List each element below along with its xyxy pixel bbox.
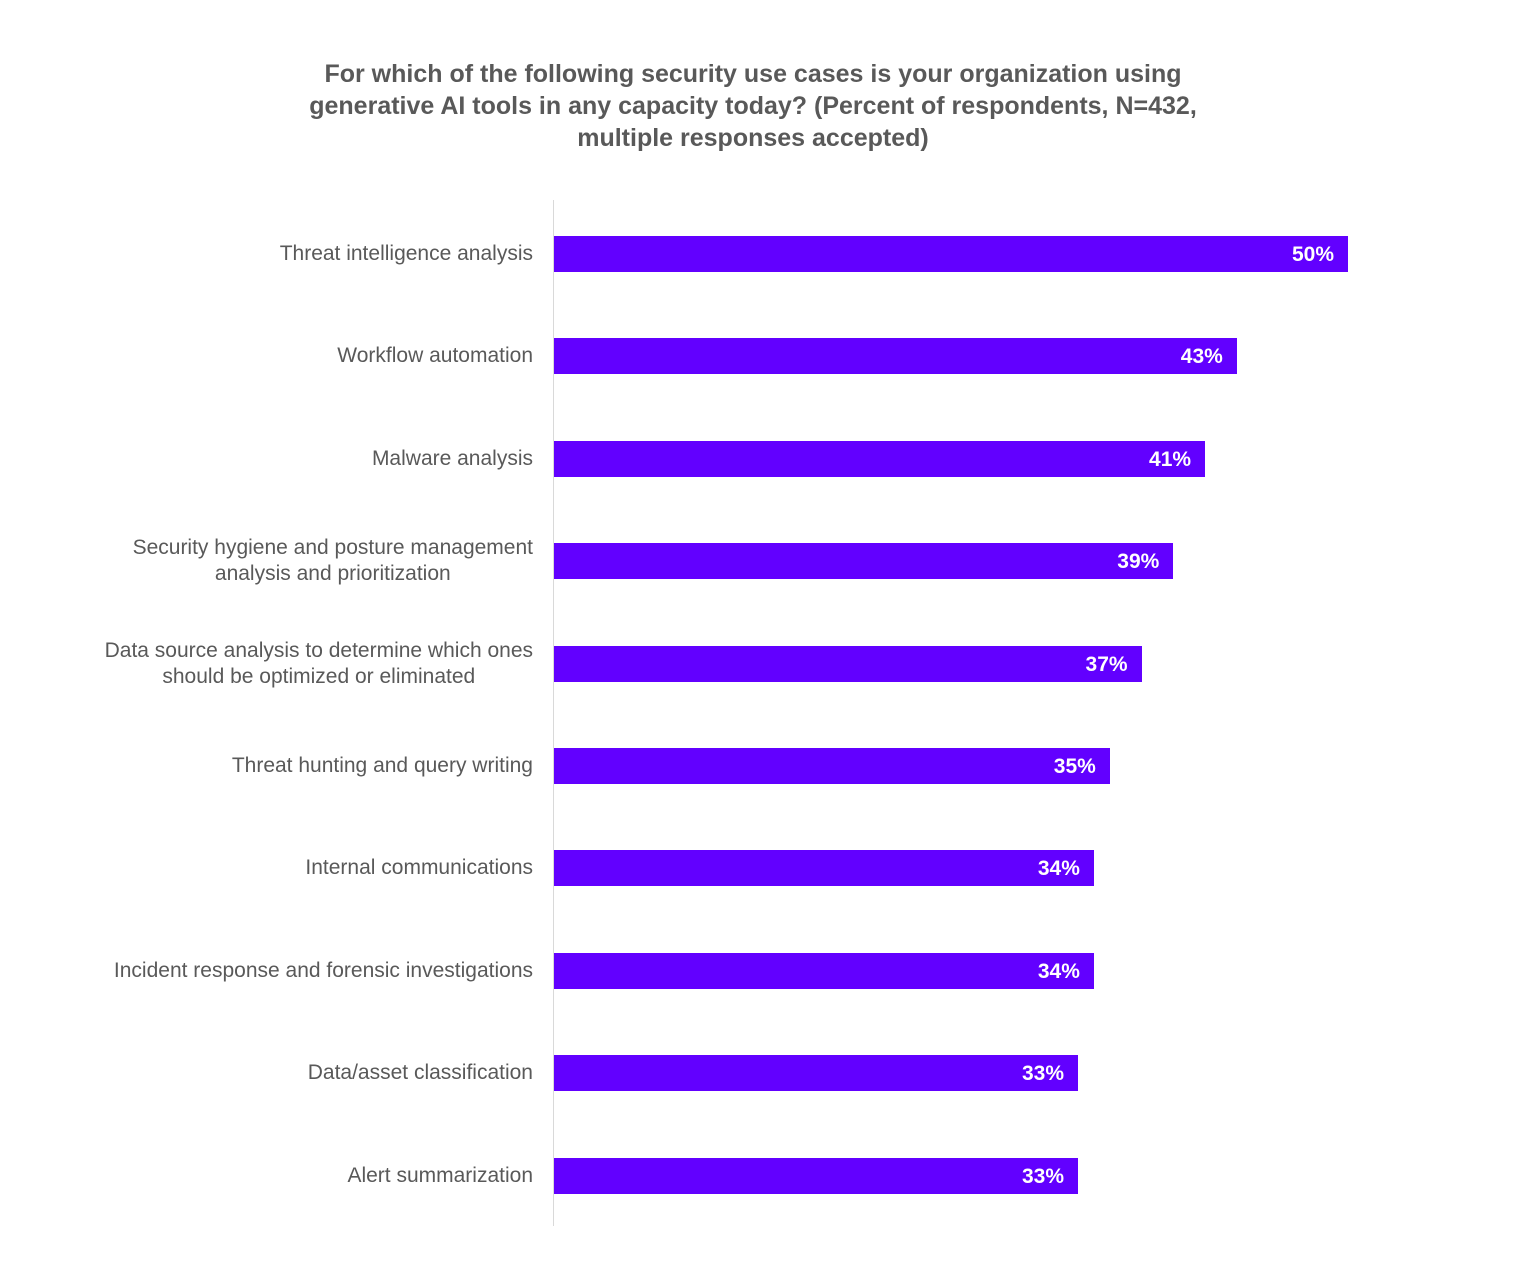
category-label: Malware analysis — [372, 446, 533, 472]
bar-row: Malware analysis 41% — [0, 440, 1536, 477]
bar-row: Threat hunting and query writing 35% — [0, 748, 1536, 784]
bar-row: Data/asset classification 33% — [0, 1055, 1536, 1092]
value-label: 43% — [1180, 345, 1223, 369]
category-label: Incident response and forensic investiga… — [114, 958, 533, 984]
category-label: Internal communications — [305, 855, 533, 881]
chart-title-line: generative AI tools in any capacity toda… — [309, 92, 1197, 120]
bar-row: Threat intelligence analysis 50% — [0, 236, 1536, 272]
bar-row: Data source analysis to determine which … — [0, 639, 1536, 688]
category-label-line: Data source analysis to determine which … — [104, 638, 533, 662]
bar-row: Alert summarization 33% — [0, 1157, 1536, 1194]
category-label-line: Security hygiene and posture management — [132, 536, 533, 560]
bar-row: Security hygiene and posture management a… — [0, 536, 1536, 585]
category-label: Data source analysis to determine which … — [105, 638, 533, 690]
category-label: Alert summarization — [347, 1163, 533, 1189]
bar: 34% — [554, 952, 1094, 989]
value-label: 33% — [1022, 1164, 1065, 1188]
chart-title: For which of the following security use … — [0, 58, 1506, 154]
category-label: Data/asset classification — [308, 1060, 533, 1086]
category-label-line: should be optimized or eliminated — [162, 664, 476, 688]
value-label: 33% — [1022, 1062, 1065, 1086]
category-label: Threat hunting and query writing — [232, 753, 533, 779]
category-label-line: Data/asset classification — [307, 1061, 533, 1085]
bar: 35% — [554, 748, 1110, 784]
value-label: 37% — [1085, 652, 1128, 676]
category-label: Threat intelligence analysis — [280, 241, 533, 267]
bar: 34% — [554, 850, 1094, 887]
bar: 33% — [554, 1157, 1079, 1194]
category-label-line: Malware analysis — [371, 446, 533, 470]
category-label-line: Incident response and forensic investiga… — [113, 958, 533, 982]
category-label-line: Threat intelligence analysis — [279, 242, 533, 265]
value-label: 39% — [1117, 550, 1160, 574]
category-label-line: analysis and prioritization — [214, 562, 451, 586]
bar: 33% — [554, 1055, 1079, 1092]
bar-row: Workflow automation 43% — [0, 338, 1536, 375]
bar-row: Internal communications 34% — [0, 850, 1536, 887]
chart-title-line: For which of the following security use … — [324, 60, 1182, 88]
category-label: Security hygiene and posture management a… — [133, 535, 533, 587]
bar: 43% — [554, 338, 1237, 375]
category-label-line: Threat hunting and query writing — [231, 754, 533, 777]
bar: 39% — [554, 543, 1174, 580]
chart-title-line: multiple responses accepted) — [577, 124, 929, 152]
category-label-line: Internal communications — [305, 856, 533, 880]
bar: 37% — [554, 645, 1142, 682]
bar-row: Incident response and forensic investiga… — [0, 952, 1536, 989]
value-label: 34% — [1037, 959, 1080, 983]
value-label: 50% — [1291, 243, 1334, 266]
bar: 50% — [554, 236, 1348, 272]
y-axis-line — [553, 200, 554, 1226]
bar: 41% — [554, 440, 1206, 477]
category-label: Workflow automation — [337, 343, 533, 369]
value-label: 35% — [1053, 755, 1096, 778]
value-label: 34% — [1037, 857, 1080, 881]
value-label: 41% — [1149, 447, 1192, 471]
category-label-line: Alert summarization — [347, 1163, 533, 1187]
category-label-line: Workflow automation — [337, 344, 533, 368]
